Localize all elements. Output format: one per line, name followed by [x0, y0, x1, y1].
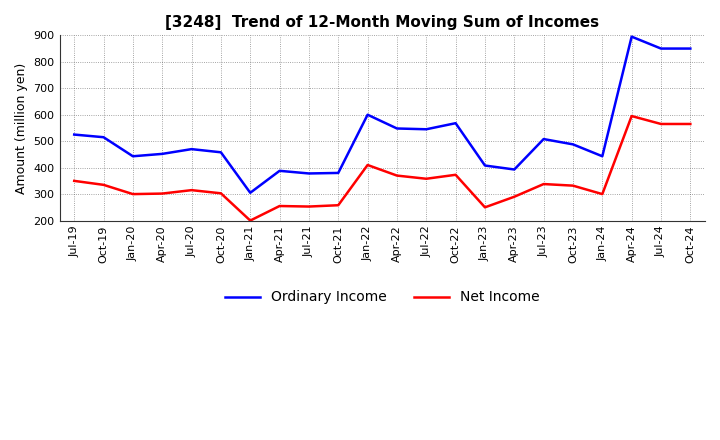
- Line: Net Income: Net Income: [74, 116, 690, 220]
- Net Income: [70, 178, 78, 183]
- Ordinary Income: [598, 154, 607, 159]
- Ordinary Income: [510, 167, 518, 172]
- Ordinary Income: [569, 142, 577, 147]
- Ordinary Income: [158, 151, 166, 157]
- Net Income: [99, 182, 108, 187]
- Ordinary Income: [481, 163, 490, 168]
- Ordinary Income: [422, 127, 431, 132]
- Net Income: [246, 218, 255, 223]
- Title: [3248]  Trend of 12-Month Moving Sum of Incomes: [3248] Trend of 12-Month Moving Sum of I…: [165, 15, 599, 30]
- Ordinary Income: [334, 170, 343, 176]
- Net Income: [129, 191, 138, 197]
- Net Income: [275, 203, 284, 209]
- Net Income: [158, 191, 166, 196]
- Ordinary Income: [129, 154, 138, 159]
- Ordinary Income: [70, 132, 78, 137]
- Net Income: [451, 172, 460, 177]
- Ordinary Income: [217, 150, 225, 155]
- Ordinary Income: [246, 190, 255, 195]
- Net Income: [217, 191, 225, 196]
- Net Income: [598, 191, 607, 197]
- Ordinary Income: [364, 112, 372, 117]
- Y-axis label: Amount (million yen): Amount (million yen): [15, 62, 28, 194]
- Legend: Ordinary Income, Net Income: Ordinary Income, Net Income: [220, 285, 545, 310]
- Net Income: [686, 121, 695, 127]
- Net Income: [187, 187, 196, 193]
- Net Income: [657, 121, 665, 127]
- Ordinary Income: [451, 121, 460, 126]
- Net Income: [422, 176, 431, 181]
- Ordinary Income: [275, 168, 284, 173]
- Net Income: [569, 183, 577, 188]
- Ordinary Income: [187, 147, 196, 152]
- Net Income: [627, 114, 636, 119]
- Ordinary Income: [657, 46, 665, 51]
- Net Income: [305, 204, 313, 209]
- Net Income: [334, 202, 343, 208]
- Ordinary Income: [686, 46, 695, 51]
- Ordinary Income: [392, 126, 401, 131]
- Net Income: [481, 205, 490, 210]
- Net Income: [364, 162, 372, 168]
- Ordinary Income: [305, 171, 313, 176]
- Ordinary Income: [627, 34, 636, 39]
- Net Income: [539, 181, 548, 187]
- Line: Ordinary Income: Ordinary Income: [74, 37, 690, 193]
- Net Income: [392, 173, 401, 178]
- Ordinary Income: [539, 136, 548, 142]
- Ordinary Income: [99, 135, 108, 140]
- Net Income: [510, 194, 518, 199]
